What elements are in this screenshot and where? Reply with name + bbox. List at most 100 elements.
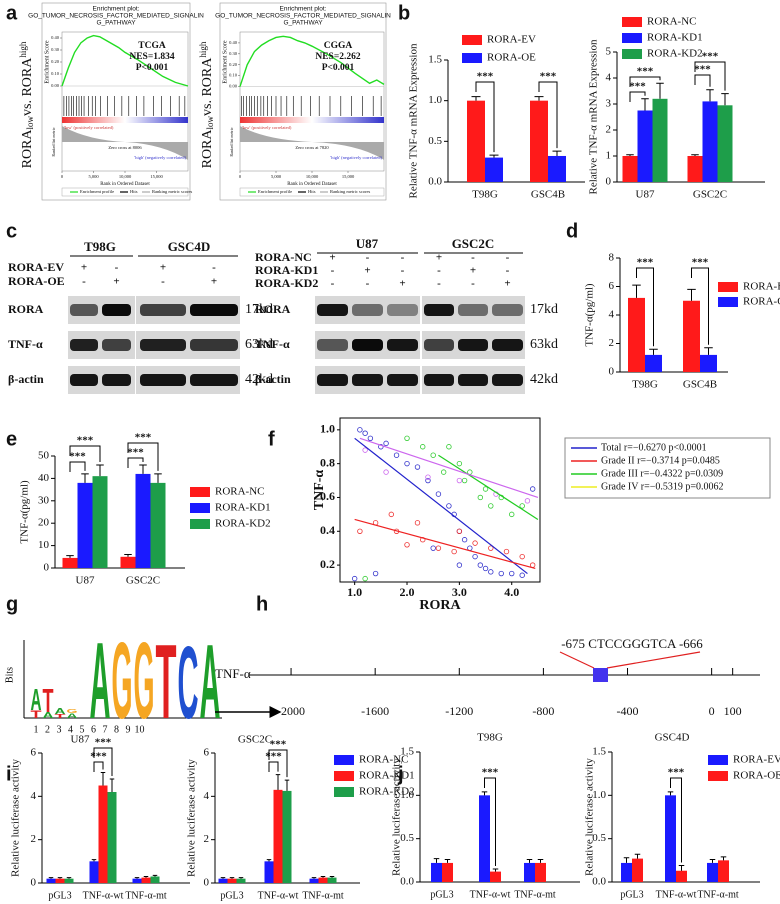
sign: - [506,252,510,264]
legend-swatch [190,487,210,497]
y-axis-label: Relative luciferase activity [10,759,22,877]
legend-frame [564,437,771,499]
error-bar [124,554,132,557]
error-bar [154,473,162,483]
position-label: 8 [114,724,119,735]
y-tick-label: 1.0 [320,422,335,436]
annotation: NES=2.262 [315,52,361,62]
x-tick-label: 3.0 [452,585,467,599]
bar [318,877,328,883]
x-axis-label: Rank in Ordered Dataset [100,182,150,187]
y-tick-label: 1.0 [400,789,414,801]
logo-letter: T [31,708,42,720]
legend-frame [239,187,385,197]
size-label: 17kd [245,302,273,317]
error-bar [634,853,641,859]
y-axis-label: Enrichment Score [44,40,50,83]
legend-label: RORA-EV [743,281,780,293]
sign: - [366,278,370,290]
legend-label: Grade IV r=−0.5319 p=0.0062 [601,481,724,492]
error-bar [444,858,451,863]
annotation: *** [692,257,709,269]
position-label: 6 [91,724,96,735]
chart-title: T98G [477,732,503,744]
y-tick-label: 0.40 [229,40,238,45]
y-axis-label: Relative luciferase activity [584,758,596,876]
y-tick-label: 0.0 [592,876,606,888]
plot-frame [339,417,541,583]
band [140,374,186,386]
bar [628,297,645,372]
sign: + [470,265,476,277]
side-label-part: vs. RORA [20,57,35,116]
point [414,520,421,526]
y-tick-label: 0.5 [400,832,414,844]
legend-label: RORA-KD2 [359,786,415,798]
point [435,491,442,497]
legend-label: RORA-KD1 [647,32,703,44]
x-tick-label: 10,000 [119,174,132,180]
y-tick-label: 20 [38,517,50,529]
sign: - [212,262,216,274]
error-bar [100,772,106,786]
annotation: *** [477,71,494,83]
band [190,374,238,386]
bar [530,100,548,182]
error-bar [220,877,226,879]
rank-metric [62,126,188,160]
annotation: NES=1.834 [129,52,175,62]
band [387,339,418,351]
y-tick-label: 1 [606,150,612,162]
chart-title: GSC4D [655,732,690,744]
sign: - [437,278,441,290]
band [424,304,454,316]
y-tick-label: 0 [204,877,210,889]
x-tick-label: TNF-α-mt [302,890,344,901]
annotation: CGGA [324,41,353,51]
x-tick-label: T98G [472,189,498,201]
legend-label: Hits [308,189,316,194]
y-tick-label: 4 [609,309,615,321]
legend-label: Ranking metric scores [152,189,192,194]
band [70,339,98,351]
point [351,575,358,582]
error-bar [134,877,140,879]
sign: - [401,265,405,277]
side-label-sup: high [18,41,28,58]
legend-swatch [622,17,642,27]
y-tick-label: 0.20 [51,59,60,64]
x-tick-label: TNF-α-wt [258,890,299,901]
error-bar [66,555,74,558]
significance-bracket [93,761,104,772]
significance-bracket [694,74,711,87]
bar [150,876,160,883]
annotation: *** [135,432,152,444]
point [367,435,374,441]
x-tick-label: TNF-α-mt [125,890,167,901]
point [456,562,463,568]
legend-label: RORA-KD2 [215,518,271,530]
cell-label: U87 [356,236,379,251]
bar [62,557,78,568]
legend-swatch [708,755,728,765]
bar [700,354,717,372]
chart-title: GO_TUMOR_NECROSIS_FACTOR_MEDIATED_SIGNAL… [215,13,391,20]
bar [46,878,56,883]
y-tick-label: 2 [204,833,210,845]
point [357,528,363,534]
chart-title: GO_TUMOR_NECROSIS_FACTOR_MEDIATED_SIGNAL… [28,13,204,20]
error-bar [229,877,235,879]
error-bar [537,858,544,863]
condition-label: RORA-NC [255,250,312,264]
x-tick-label: TNF-α-wt [656,889,697,900]
error-bar [471,96,481,101]
bar [637,110,653,182]
annotation: *** [702,51,719,63]
y-tick-label: 40 [38,472,50,484]
point [456,460,463,467]
error-bar [678,865,685,871]
y-tick-label: 0 [606,176,612,188]
y-axis-label: TNF-α [312,470,327,511]
point [503,548,510,555]
error-bar [81,473,89,483]
